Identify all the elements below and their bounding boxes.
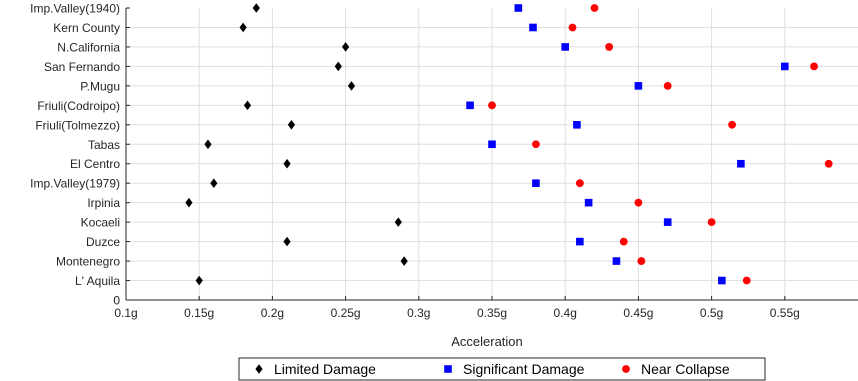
- legend-label: Significant Damage: [463, 361, 585, 377]
- axes: [125, 7, 858, 301]
- y-tick-label: Tabas: [88, 138, 120, 152]
- legend-marker: [255, 364, 263, 374]
- y-tick-label: L' Aquila: [75, 274, 120, 288]
- x-tick-label: 0.4g: [554, 306, 577, 320]
- y-tick-label: 0: [113, 294, 120, 308]
- tick-labels: 0.1g 0.15g 0.2g 0.25g 0.3g 0.35g 0.4g 0.45g 0.5g…: [30, 2, 800, 321]
- y-tick-label: Kern County: [53, 21, 120, 35]
- data-point: [466, 101, 474, 110]
- y-tick-label: Friuli(Codroipo): [37, 99, 120, 113]
- x-tick-label: 0.1g: [114, 306, 137, 320]
- y-tick-label: San Fernando: [44, 60, 120, 74]
- data-point: [400, 256, 408, 266]
- y-tick-label: Imp.Valley(1979): [30, 177, 120, 191]
- grid: [126, 8, 858, 300]
- data-point: [575, 179, 584, 188]
- data-point: [514, 4, 523, 12]
- data-point: [584, 198, 593, 207]
- data-point: [334, 61, 342, 72]
- x-tick-label: 0.2g: [261, 306, 284, 320]
- legend: Limited Damage Significant Damage Near Col…: [238, 357, 766, 381]
- legend-label: Near Collapse: [641, 361, 730, 377]
- data-point: [195, 275, 203, 286]
- data-point: [781, 62, 789, 71]
- legend-marker: [444, 365, 452, 373]
- y-tick-label: N.California: [57, 40, 120, 54]
- data-point: [568, 23, 577, 32]
- data-point: [718, 276, 726, 285]
- data-point: [488, 140, 496, 149]
- data-point: [619, 237, 628, 246]
- x-axis-title: Acceleration: [451, 334, 523, 349]
- data-point: [394, 217, 402, 227]
- y-tick-label: Duzce: [86, 235, 120, 249]
- data-point: [185, 197, 193, 208]
- data-point: [810, 62, 818, 71]
- data-point: [283, 158, 291, 169]
- y-tick-label: Friuli(Tolmezzo): [35, 118, 120, 132]
- data-point: [532, 140, 540, 149]
- legend-marker: [622, 365, 630, 373]
- data-point: [634, 82, 643, 90]
- x-tick-label: 0.5g: [700, 306, 723, 320]
- data-point: [590, 4, 599, 12]
- data-point: [243, 100, 252, 111]
- y-tick-label: El Centro: [70, 157, 120, 171]
- data-point: [612, 257, 621, 265]
- data-point: [663, 218, 672, 226]
- data-point: [561, 43, 569, 51]
- data-point: [728, 120, 736, 129]
- y-tick-label: Imp.Valley(1940): [30, 2, 120, 16]
- x-tick-label: 0.25g: [331, 306, 361, 320]
- data-point: [347, 81, 356, 91]
- x-tick-label: 0.3g: [407, 306, 430, 320]
- x-tick-label: 0.45g: [623, 306, 653, 320]
- data-point: [634, 198, 643, 207]
- data-point: [283, 236, 291, 247]
- y-tick-label: Montenegro: [56, 255, 120, 269]
- data-point: [287, 120, 296, 130]
- legend-label: Limited Damage: [274, 361, 376, 377]
- y-tick-label: P.Mugu: [80, 79, 120, 93]
- data-point: [342, 42, 350, 52]
- data-point: [488, 101, 496, 110]
- data-marks: [185, 3, 833, 286]
- data-point: [239, 22, 247, 33]
- data-point: [576, 237, 584, 246]
- x-tick-label: 0.15g: [184, 306, 214, 320]
- data-point: [824, 159, 833, 168]
- y-tick-label: Irpinia: [87, 196, 120, 210]
- data-point: [532, 179, 540, 187]
- data-point: [605, 43, 614, 51]
- data-point: [573, 121, 581, 129]
- x-tick-label: 0.55g: [770, 306, 800, 320]
- data-point: [637, 257, 646, 265]
- data-point: [529, 23, 537, 32]
- x-tick-label: 0.35g: [477, 306, 507, 320]
- data-point: [663, 81, 672, 90]
- data-point: [210, 178, 218, 188]
- data-point: [737, 159, 745, 168]
- data-point: [707, 218, 716, 227]
- y-tick-label: Kocaeli: [81, 216, 120, 230]
- data-point: [252, 3, 260, 13]
- legend-box: [238, 357, 766, 381]
- data-point: [742, 276, 751, 285]
- data-point: [204, 139, 212, 150]
